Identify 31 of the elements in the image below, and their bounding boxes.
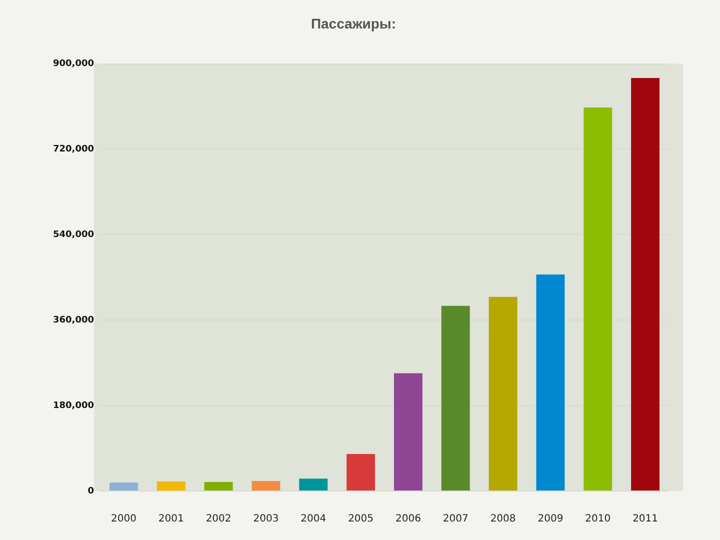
bar: [441, 306, 470, 490]
x-tick-label: 2011: [632, 514, 658, 525]
x-tick-label: 2009: [538, 514, 564, 525]
bar: [488, 296, 518, 490]
x-tick-label: 2002: [206, 514, 232, 525]
x-tick-label: 2010: [585, 514, 611, 525]
bar: [299, 478, 328, 490]
x-tick-label: 2008: [490, 514, 516, 525]
y-tick-label: 360,000: [53, 315, 94, 326]
bar: [631, 78, 660, 490]
y-tick-label: 720,000: [53, 144, 94, 155]
x-tick-label: 2004: [300, 514, 326, 525]
bar: [109, 482, 138, 490]
x-tick-label: 2006: [395, 514, 421, 525]
bar: [346, 454, 376, 490]
bar: [536, 274, 565, 490]
bar: [204, 482, 233, 490]
bar: [584, 107, 612, 490]
x-tick-label: 2005: [348, 514, 374, 525]
bar: [252, 481, 280, 490]
x-tick-label: 2000: [110, 514, 136, 525]
y-tick-label: 0: [88, 486, 94, 496]
y-tick-label: 900,000: [53, 59, 94, 70]
bar: [394, 373, 422, 490]
bar: [156, 482, 186, 490]
x-tick-label: 2007: [442, 514, 468, 525]
x-tick-label: 2001: [158, 514, 184, 525]
x-tick-label: 2003: [253, 514, 279, 525]
y-tick-label: 540,000: [53, 230, 94, 240]
y-tick-label: 180,000: [53, 400, 94, 411]
chart-title: Пассажиры:: [310, 15, 396, 32]
